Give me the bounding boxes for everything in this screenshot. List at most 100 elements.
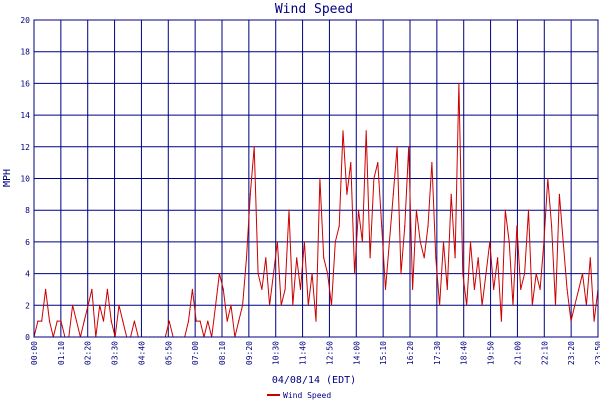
data-point (357, 209, 360, 211)
y-tick-label: 0 (25, 333, 30, 342)
data-point (72, 304, 74, 306)
data-point (520, 288, 522, 290)
data-point (261, 288, 263, 290)
data-point (396, 146, 398, 148)
data-point (543, 241, 545, 243)
x-tick-label: 17:30 (433, 341, 442, 365)
data-point (230, 304, 232, 306)
y-tick-label: 4 (25, 270, 30, 279)
data-point (446, 288, 448, 290)
data-point (431, 162, 433, 164)
data-point (41, 320, 43, 322)
x-tick-label: 05:50 (164, 341, 173, 365)
y-tick-label: 16 (20, 79, 30, 88)
y-tick-label: 14 (20, 111, 30, 120)
x-tick-label: 16:20 (406, 341, 415, 365)
data-point (292, 304, 294, 306)
data-point (404, 225, 406, 227)
x-tick-label: 15:10 (379, 341, 388, 365)
data-point (551, 225, 553, 227)
data-point (265, 257, 267, 259)
data-point (462, 273, 464, 275)
data-point (408, 146, 410, 148)
data-point (296, 257, 298, 259)
data-point (485, 273, 487, 275)
data-point (330, 304, 333, 306)
data-point (222, 288, 224, 290)
data-point (500, 320, 502, 322)
y-tick-label: 18 (20, 48, 30, 57)
data-point (207, 320, 209, 322)
data-point (99, 304, 101, 306)
data-point (253, 146, 255, 148)
data-point (60, 320, 62, 322)
data-point (195, 320, 197, 322)
data-point (373, 177, 375, 180)
data-point (593, 320, 595, 322)
data-point (284, 288, 286, 290)
data-point (458, 82, 460, 84)
y-tick-label: 20 (20, 16, 30, 25)
data-point (524, 273, 526, 275)
data-point (168, 320, 170, 322)
data-point (276, 241, 278, 243)
data-point (269, 304, 271, 306)
data-point (570, 320, 572, 322)
data-point (527, 209, 530, 211)
data-point (442, 241, 445, 243)
data-point (215, 304, 217, 306)
data-point (299, 288, 302, 290)
data-point (87, 304, 89, 306)
x-tick-label: 23:50 (594, 341, 600, 365)
data-point (272, 273, 275, 275)
x-tick-label: 00:00 (30, 341, 39, 365)
y-tick-label: 8 (25, 206, 30, 215)
data-point (377, 162, 379, 164)
data-point (439, 304, 441, 306)
data-point (481, 304, 483, 306)
data-point (454, 257, 456, 259)
x-tick-labels: 00:00 01:10 02:20 03:30 04:40 05:50 07:00 08:10… (30, 341, 600, 365)
data-point (384, 288, 387, 290)
data-point (288, 209, 290, 211)
data-point (342, 130, 344, 132)
x-tick-label: 11:40 (299, 341, 308, 365)
data-point (466, 304, 468, 306)
x-tick-label: 23:20 (567, 341, 576, 365)
data-point (566, 288, 568, 290)
x-tick-label: 12:50 (325, 341, 334, 365)
data-point (423, 257, 425, 259)
data-point (497, 257, 499, 259)
y-tick-label: 12 (20, 143, 30, 152)
data-point (354, 273, 356, 275)
data-point (435, 257, 437, 259)
data-point (469, 241, 472, 243)
y-tick-label: 2 (25, 301, 30, 310)
data-point (106, 288, 108, 290)
data-point (554, 304, 557, 306)
data-point (508, 241, 510, 243)
data-point (547, 177, 549, 180)
data-point (539, 288, 541, 290)
data-point (56, 320, 58, 322)
y-tick-label: 10 (20, 175, 30, 184)
chart-title: Wind Speed (275, 2, 353, 17)
data-point (392, 193, 394, 195)
data-point (327, 273, 329, 275)
data-point (412, 288, 414, 290)
data-point (489, 241, 491, 243)
data-point (319, 177, 321, 180)
x-tick-label: 07:00 (191, 341, 200, 365)
x-tick-label: 22:10 (540, 341, 549, 365)
data-point (218, 273, 220, 275)
data-point (381, 225, 383, 227)
data-point (226, 320, 228, 322)
data-point (365, 130, 367, 132)
data-point (37, 320, 39, 322)
data-point (562, 241, 564, 243)
data-point (361, 241, 363, 243)
data-point (427, 225, 429, 227)
data-point (450, 193, 452, 195)
data-point (585, 304, 588, 306)
